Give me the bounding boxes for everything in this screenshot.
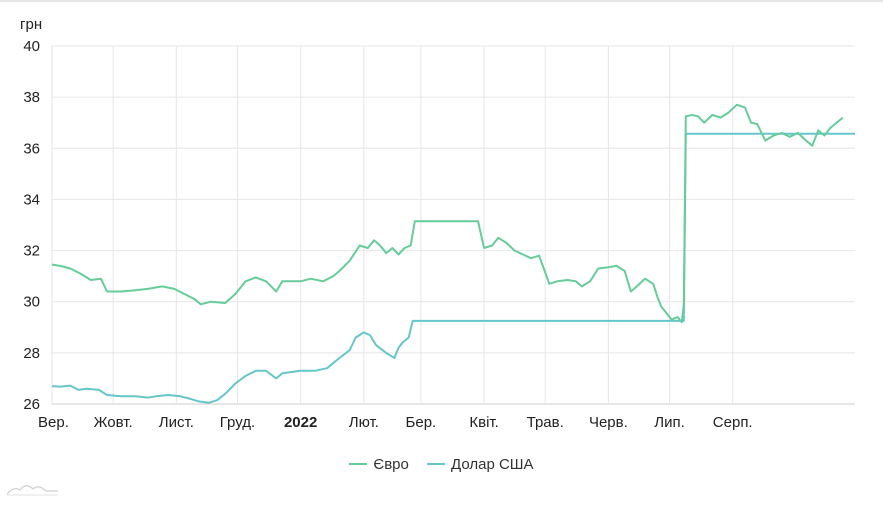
y-tick-label: 28 <box>23 345 40 362</box>
legend-swatch-usd <box>427 463 446 465</box>
top-border <box>0 0 883 2</box>
y-tick-label: 26 <box>23 396 40 413</box>
x-tick-label: Жовт. <box>94 414 133 431</box>
x-tick-label: Вер. <box>38 414 69 431</box>
x-tick-label: Груд. <box>220 414 255 431</box>
series-line-usd[interactable] <box>51 132 855 404</box>
x-tick-label: Лист. <box>159 414 194 431</box>
legend: Євро Долар США <box>0 452 883 473</box>
legend-item-usd[interactable]: Долар США <box>427 456 534 473</box>
y-tick-label: 34 <box>23 191 40 208</box>
x-tick-label: Трав. <box>527 414 564 431</box>
x-tick-label: Серп. <box>713 414 753 431</box>
x-tick-label: Лип. <box>654 414 685 431</box>
y-tick-label: 32 <box>23 243 40 260</box>
legend-label-usd: Долар США <box>451 455 534 473</box>
y-tick-label: 40 <box>23 38 40 55</box>
x-tick-label: Лют. <box>349 414 379 431</box>
y-tick-label: 30 <box>23 294 40 311</box>
x-tick-label: Черв. <box>589 414 628 431</box>
legend-swatch-euro <box>349 463 368 465</box>
chart-logo-icon <box>6 485 58 496</box>
x-tick-label: Квіт. <box>469 414 498 431</box>
legend-item-euro[interactable]: Євро <box>349 455 409 473</box>
x-tick-label: 2022 <box>284 414 317 431</box>
series-line-euro[interactable] <box>51 103 844 324</box>
y-tick-label: 38 <box>23 89 40 106</box>
x-tick-label: Бер. <box>406 414 437 431</box>
y-axis-label: грн <box>20 16 42 33</box>
y-tick-label: 36 <box>23 140 40 157</box>
legend-label-euro: Євро <box>373 455 409 473</box>
